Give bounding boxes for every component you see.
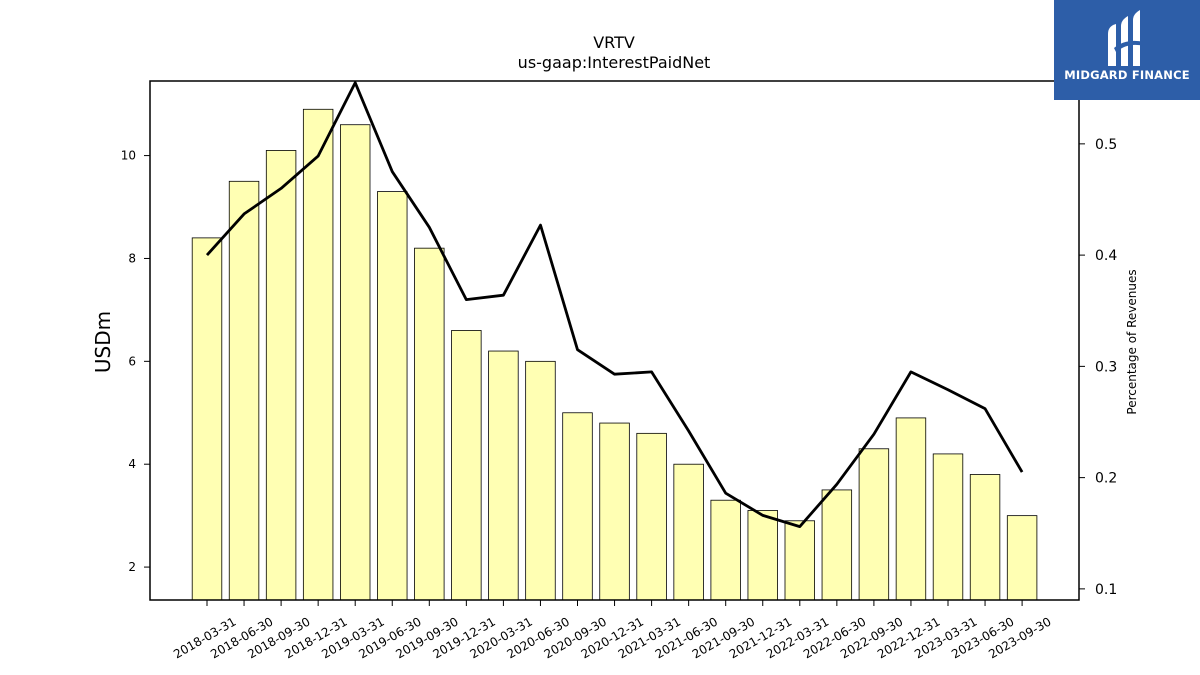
chart-subtitle: us-gaap:InterestPaidNet xyxy=(518,53,711,72)
bar xyxy=(451,330,482,601)
bar xyxy=(784,520,816,601)
bar xyxy=(895,417,927,601)
y2-tick-label: 0.1 xyxy=(1095,582,1117,598)
bar xyxy=(302,108,334,601)
y-tick-label: 10 xyxy=(121,149,136,163)
bar xyxy=(636,432,667,601)
bar xyxy=(710,499,741,601)
logo-text: MIDGARD FINANCE xyxy=(1064,68,1190,82)
bar xyxy=(191,237,223,601)
line-path xyxy=(205,81,1024,528)
bar xyxy=(821,489,853,601)
bar-series xyxy=(191,108,1038,601)
y2-tick-label: 0.3 xyxy=(1095,359,1117,375)
bar xyxy=(747,510,778,601)
bar xyxy=(673,463,704,601)
bar xyxy=(414,247,445,601)
bar xyxy=(932,453,964,601)
bar xyxy=(562,412,593,601)
bar xyxy=(339,124,371,601)
bar xyxy=(377,191,408,601)
y-tick-label: 2 xyxy=(128,560,136,574)
y-tick-label: 4 xyxy=(128,457,136,471)
bar xyxy=(488,350,519,601)
x-axis: 2018-03-312018-06-302018-09-302018-12-31… xyxy=(171,600,1054,661)
bar xyxy=(1006,515,1038,601)
bar xyxy=(858,448,890,601)
chart-title: VRTV xyxy=(593,33,635,52)
y2-tick-label: 0.4 xyxy=(1095,248,1117,264)
bar xyxy=(525,360,556,601)
y-tick-label: 6 xyxy=(128,354,136,368)
bar xyxy=(599,422,630,601)
y2-tick-label: 0.2 xyxy=(1095,471,1117,487)
y-axis-right: 0.1 0.2 0.3 0.4 0.5 xyxy=(1079,137,1117,598)
y2-tick-label: 0.5 xyxy=(1095,137,1117,153)
bar xyxy=(265,150,297,601)
y-tick-label: 8 xyxy=(128,251,136,265)
midgard-finance-logo: MIDGARD FINANCE xyxy=(1054,0,1200,100)
y-axis-label: USDm xyxy=(91,311,115,373)
bar xyxy=(969,474,1001,601)
logo-mark-icon xyxy=(1108,10,1144,66)
y2-axis-label: Percentage of Revenues xyxy=(1125,269,1139,414)
bar xyxy=(228,180,260,601)
y-axis-left: 2 4 6 8 10 xyxy=(121,149,150,574)
line-series xyxy=(205,81,1024,528)
